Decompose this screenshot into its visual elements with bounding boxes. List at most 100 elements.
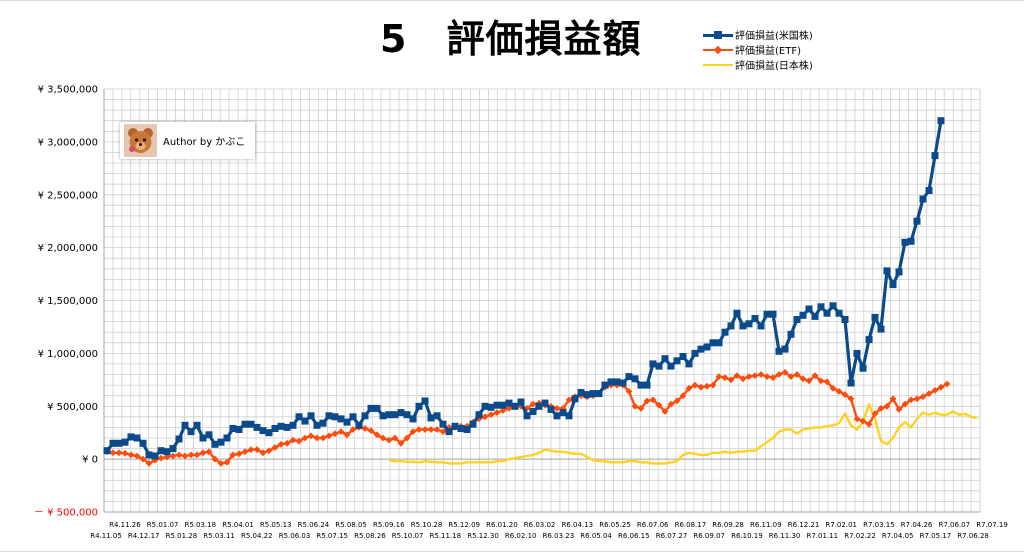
x-tick-label: R6.09.28: [712, 521, 744, 529]
data-point-us-stock: [271, 425, 279, 432]
x-tick-label: R7.01.11: [807, 532, 839, 540]
data-point-us-stock: [463, 426, 471, 433]
data-point-us-stock: [289, 421, 297, 429]
data-point-etf: [631, 402, 639, 410]
series-jp_stock: [388, 402, 978, 465]
data-point-us-stock: [451, 422, 459, 430]
data-point-us-stock: [643, 381, 651, 389]
data-point-etf: [505, 405, 513, 412]
data-point-us-stock: [415, 402, 423, 410]
data-point-us-stock: [103, 447, 111, 455]
x-tick-label: R5.01.28: [166, 532, 198, 540]
data-point-us-stock: [241, 420, 249, 428]
data-point-us-stock: [541, 399, 549, 407]
data-point-us-stock: [115, 439, 123, 447]
x-tick-label: R7.03.15: [863, 521, 895, 529]
data-point-etf: [403, 434, 411, 442]
x-tick-label: R6.07.27: [656, 532, 688, 540]
x-tick-label: R6.02.10: [505, 532, 537, 540]
data-point-etf: [277, 440, 285, 448]
data-point-etf: [367, 427, 375, 434]
x-tick-label: R7.05.17: [920, 532, 952, 540]
data-point-us-stock: [499, 401, 507, 409]
data-point-etf: [361, 425, 369, 432]
data-point-us-stock: [607, 378, 615, 386]
x-tick-label: R6.08.17: [675, 521, 707, 529]
data-point-us-stock: [535, 402, 543, 410]
data-point-us-stock: [625, 373, 633, 381]
data-point-us-stock: [199, 434, 207, 442]
x-tick-label: R4.12.17: [128, 532, 160, 540]
series-line-jp_stock: [388, 402, 978, 465]
data-point-us-stock: [193, 421, 201, 429]
data-point-us-stock: [517, 398, 525, 406]
data-point-etf: [913, 395, 921, 403]
y-tick-label: ¥ 1,000,000: [38, 349, 98, 360]
x-tick-label: R5.11.18: [430, 532, 462, 540]
y-tick-label: ¥ 2,000,000: [38, 243, 98, 254]
x-tick-label: R5.09.16: [373, 521, 405, 529]
y-tick-label: ¥ 1,500,000: [38, 296, 98, 307]
data-point-us-stock: [613, 378, 621, 386]
y-tick-label: － ¥ 500,000: [34, 508, 98, 519]
data-point-etf: [145, 460, 153, 467]
data-point-us-stock: [409, 415, 417, 423]
x-tick-label: R5.04.01: [222, 521, 254, 529]
data-point-us-stock: [679, 353, 687, 360]
data-point-us-stock: [691, 349, 699, 357]
x-tick-label: R7.02.01: [825, 521, 857, 529]
teddy-bear-avatar-icon: [124, 124, 157, 157]
data-point-us-stock: [181, 421, 189, 429]
data-point-us-stock: [511, 402, 519, 410]
data-point-us-stock: [811, 312, 819, 320]
data-point-us-stock: [145, 451, 153, 459]
y-tick-label: ¥ 0: [82, 455, 98, 466]
data-point-us-stock: [433, 412, 441, 420]
legend-swatch-jp-stock: [703, 60, 733, 70]
data-point-us-stock: [571, 395, 579, 403]
data-point-us-stock: [307, 412, 315, 420]
data-point-etf: [109, 449, 117, 457]
data-point-us-stock: [631, 375, 639, 383]
data-point-us-stock: [841, 316, 849, 323]
data-point-us-stock: [697, 345, 705, 353]
data-point-etf: [115, 449, 123, 457]
data-point-us-stock: [355, 421, 363, 429]
data-point-us-stock: [865, 336, 873, 344]
data-point-us-stock: [907, 237, 915, 245]
data-point-us-stock: [829, 302, 837, 310]
chart-title: 5 評価損益額: [380, 17, 642, 61]
data-point-etf: [493, 409, 501, 416]
data-point-etf: [193, 451, 201, 459]
data-point-us-stock: [823, 309, 831, 317]
data-point-etf: [247, 446, 255, 453]
data-point-us-stock: [457, 425, 465, 432]
data-point-us-stock: [109, 439, 117, 447]
legend-label-etf: 評価損益(ETF): [735, 46, 801, 57]
data-point-us-stock: [931, 152, 939, 160]
data-point-us-stock: [799, 311, 807, 319]
x-tick-label: R5.05.13: [260, 521, 292, 529]
data-point-us-stock: [313, 421, 321, 429]
data-point-us-stock: [175, 435, 183, 443]
data-point-us-stock: [769, 310, 777, 318]
data-point-etf: [439, 428, 447, 435]
data-point-us-stock: [343, 418, 351, 426]
data-point-us-stock: [871, 313, 879, 321]
data-point-us-stock: [733, 309, 741, 317]
data-point-etf: [385, 436, 393, 444]
data-point-us-stock: [655, 362, 663, 370]
data-point-us-stock: [397, 409, 405, 417]
x-tick-label: R5.10.28: [411, 521, 443, 529]
data-point-us-stock: [295, 413, 303, 421]
data-point-etf: [433, 426, 441, 433]
data-point-us-stock: [661, 355, 669, 363]
x-tick-label: R7.04.05: [882, 532, 914, 540]
data-point-etf: [757, 371, 765, 378]
data-point-us-stock: [127, 433, 135, 441]
data-point-us-stock: [895, 268, 903, 276]
data-point-etf: [133, 452, 141, 460]
x-tick-label: R5.06.03: [279, 532, 311, 540]
data-point-etf: [337, 428, 345, 435]
